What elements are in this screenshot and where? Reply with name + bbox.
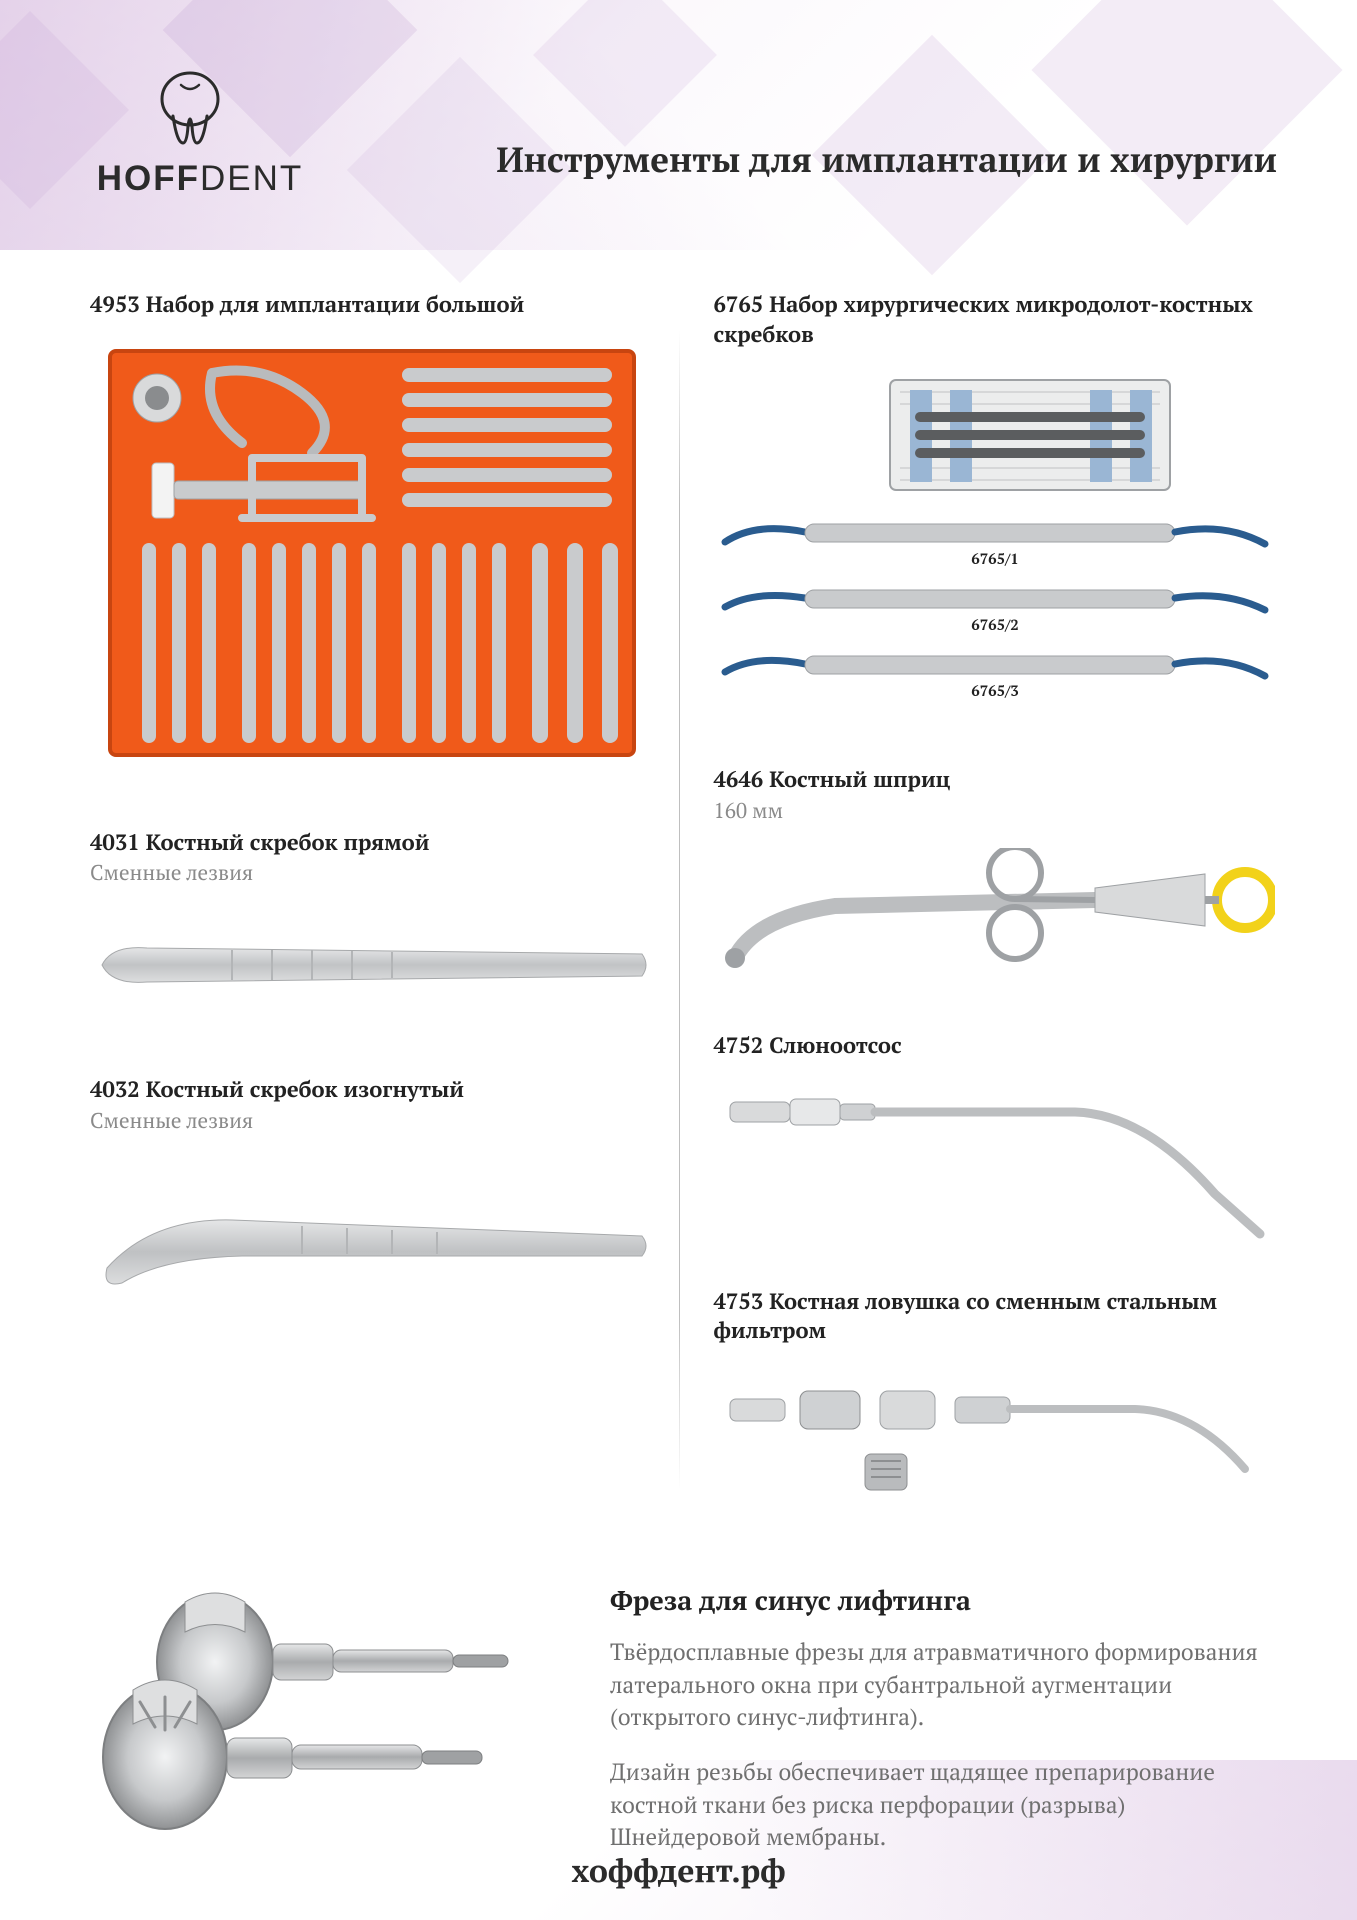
- product-title: 4031 Костный скребок прямой: [90, 828, 654, 858]
- product-name: Слюноотсос: [769, 1031, 901, 1060]
- product-code: 4953: [90, 290, 140, 319]
- product-code: 6765: [714, 290, 764, 319]
- product-item: 4032 Костный скребок изогнутый Сменные л…: [90, 1075, 654, 1303]
- product-name: Набор хирургических микродолот-костных с…: [714, 290, 1253, 349]
- product-name: Костная ловушка со сменным стальным филь…: [714, 1287, 1218, 1346]
- variant-label: 6765/1: [971, 549, 1019, 569]
- product-name: Набор для имплантации большой: [146, 290, 525, 319]
- product-subtitle: Сменные лезвия: [90, 859, 654, 887]
- product-code: 4031: [90, 828, 140, 857]
- product-name: Костный скребок прямой: [146, 828, 430, 857]
- product-title: 6765 Набор хирургических микродолот-кост…: [714, 290, 1278, 349]
- product-name: Костный скребок изогнутый: [146, 1075, 464, 1104]
- left-column: 4953 Набор для имплантации большой: [90, 290, 654, 1552]
- product-item: 4753 Костная ловушка со сменным стальным…: [714, 1287, 1278, 1514]
- brand-bold: HOFF: [97, 159, 200, 198]
- product-item: 4752 Слюноотсос: [714, 1031, 1278, 1249]
- product-item: 6765 Набор хирургических микродолот-кост…: [714, 290, 1278, 727]
- product-image: 6765/1 6765/2 6765/3: [714, 367, 1278, 727]
- product-item: 4953 Набор для имплантации большой: [90, 290, 654, 768]
- bottom-paragraph: Твёрдосплавные фрезы для атравматичного …: [610, 1636, 1277, 1734]
- product-image: [90, 1153, 654, 1303]
- product-title: 4752 Слюноотсос: [714, 1031, 1278, 1061]
- product-title: 4646 Костный шприц: [714, 765, 1278, 795]
- product-title: 4032 Костный скребок изогнутый: [90, 1075, 654, 1105]
- product-image: [90, 905, 654, 1025]
- product-subtitle: 160 мм: [714, 797, 1278, 825]
- product-code: 4032: [90, 1075, 140, 1104]
- tooth-icon: [155, 71, 225, 151]
- page-title: Инструменты для имплантации и хирургии: [330, 87, 1287, 183]
- product-subtitle: Сменные лезвия: [90, 1107, 654, 1135]
- footer-url: хоффдент.рф: [0, 1850, 1357, 1892]
- product-title: 4953 Набор для имплантации большой: [90, 290, 654, 320]
- brand-name: HOFFDENT: [97, 159, 304, 199]
- logo-block: HOFFDENT: [70, 71, 330, 199]
- brand-thin: DENT: [200, 159, 303, 198]
- product-image: [714, 1364, 1278, 1514]
- bottom-paragraph: Дизайн резьбы обеспечивает щадящее препа…: [610, 1756, 1277, 1854]
- right-column: 6765 Набор хирургических микродолот-кост…: [714, 290, 1278, 1552]
- bottom-heading: Фреза для синус лифтинга: [610, 1582, 1277, 1618]
- bottom-text-block: Фреза для синус лифтинга Твёрдосплавные …: [610, 1572, 1277, 1876]
- product-item: 4646 Костный шприц 160 мм: [714, 765, 1278, 993]
- bottom-product-image: [90, 1572, 570, 1862]
- variant-label: 6765/3: [971, 681, 1019, 701]
- variant-label: 6765/2: [971, 615, 1019, 635]
- product-code: 4646: [714, 765, 764, 794]
- product-code: 4752: [714, 1031, 764, 1060]
- product-name: Костный шприц: [769, 765, 950, 794]
- product-title: 4753 Костная ловушка со сменным стальным…: [714, 1287, 1278, 1346]
- product-item: 4031 Костный скребок прямой Сменные лезв…: [90, 828, 654, 1026]
- product-image: [714, 1079, 1278, 1249]
- product-image: [714, 843, 1278, 993]
- product-code: 4753: [714, 1287, 764, 1316]
- product-image: [90, 338, 654, 768]
